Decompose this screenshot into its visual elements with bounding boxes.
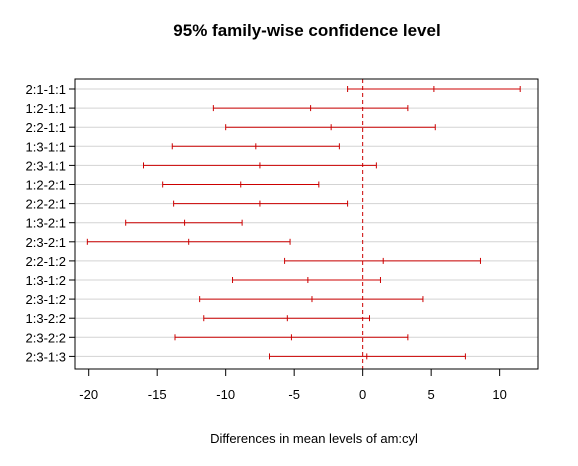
y-tick-label: 2:2-1:1 — [26, 120, 66, 135]
y-tick-label: 2:1-1:1 — [26, 82, 66, 97]
interval-1:3-2:1 — [125, 219, 243, 226]
y-tick-label: 1:3-2:2 — [26, 311, 66, 326]
x-tick-label: -5 — [288, 387, 300, 402]
interval-2:3-1:1 — [142, 162, 377, 169]
interval-series — [86, 86, 521, 360]
x-tick-label: 5 — [428, 387, 435, 402]
interval-2:2-1:2 — [284, 257, 481, 264]
interval-2:2-2:1 — [173, 200, 349, 207]
x-tick-label: 10 — [492, 387, 506, 402]
interval-2:2-1:1 — [225, 124, 436, 131]
interval-1:3-2:2 — [203, 315, 371, 322]
interval-2:1-1:1 — [347, 86, 521, 92]
chart-title: 95% family-wise confidence level — [173, 21, 440, 40]
y-tick-label: 2:3-2:2 — [26, 330, 66, 345]
interval-2:3-1:3 — [269, 353, 466, 360]
x-axis: -20 -15 -10 -5 0 5 10 — [79, 369, 507, 402]
y-tick-label: 2:3-1:3 — [26, 349, 66, 364]
y-tick-label: 1:2-2:1 — [26, 178, 66, 193]
interval-2:3-2:2 — [174, 334, 409, 341]
x-tick-label: 0 — [359, 387, 366, 402]
y-tick-label: 2:3-1:1 — [26, 158, 66, 173]
y-tick-label: 1:2-1:1 — [26, 101, 66, 116]
x-tick-label: -10 — [216, 387, 235, 402]
y-tick-label: 2:2-2:1 — [26, 197, 66, 212]
y-tick-label: 2:3-1:2 — [26, 292, 66, 307]
y-tick-label: 2:2-1:2 — [26, 254, 66, 269]
interval-2:3-2:1 — [86, 238, 291, 245]
y-tick-label: 1:3-2:1 — [26, 216, 66, 231]
y-tick-label: 1:3-1:1 — [26, 139, 66, 154]
x-tick-label: -20 — [79, 387, 98, 402]
x-tick-label: -15 — [148, 387, 167, 402]
interval-1:3-1:1 — [171, 143, 340, 150]
interval-1:2-2:1 — [162, 181, 320, 188]
y-tick-label: 1:3-1:2 — [26, 273, 66, 288]
y-axis: 2:1-1:1 1:2-1:1 2:2-1:1 1:3-1:1 2:3-1:1 1:2-2… — [26, 82, 75, 364]
interval-1:2-1:1 — [212, 105, 409, 112]
y-tick-label: 2:3-2:1 — [26, 235, 66, 250]
x-axis-label: Differences in mean levels of am:cyl — [210, 431, 418, 446]
interval-2:3-1:2 — [199, 296, 424, 303]
plot-frame — [74, 78, 539, 370]
interval-1:3-1:2 — [232, 277, 381, 283]
